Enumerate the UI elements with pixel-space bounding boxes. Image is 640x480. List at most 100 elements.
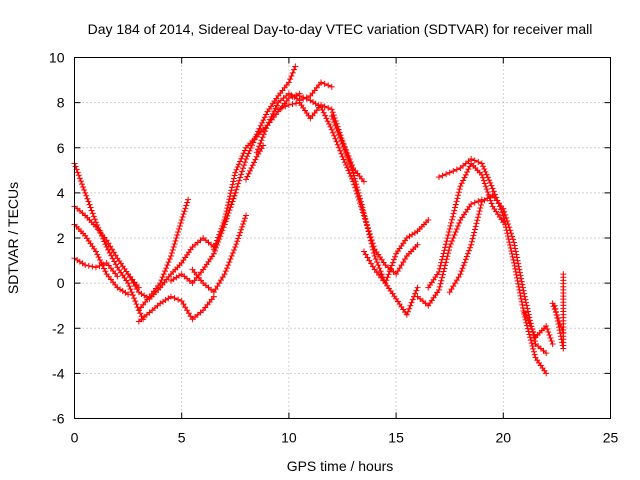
data-point	[460, 262, 467, 269]
data-point	[529, 342, 536, 349]
data-point	[359, 204, 366, 211]
data-point	[525, 308, 532, 315]
data-point	[360, 178, 367, 185]
data-point	[74, 169, 81, 176]
data-point	[504, 217, 511, 224]
data-point	[172, 238, 179, 245]
data-point	[230, 175, 237, 182]
data-point	[268, 113, 275, 120]
data-point	[177, 219, 184, 226]
data-point	[234, 183, 241, 190]
data-point	[475, 198, 482, 205]
data-point	[490, 188, 497, 195]
data-point	[335, 144, 342, 151]
data-point	[217, 228, 224, 235]
data-point	[96, 256, 103, 263]
data-point	[552, 305, 559, 312]
y-tick-label: -6	[52, 411, 65, 427]
data-point	[527, 337, 534, 344]
data-point	[225, 262, 232, 269]
data-point	[263, 111, 270, 118]
data-point	[548, 338, 555, 345]
data-point	[166, 256, 173, 263]
data-point	[519, 301, 526, 308]
data-point	[105, 240, 112, 247]
data-point	[168, 250, 175, 257]
data-point	[511, 259, 518, 266]
data-point	[462, 256, 469, 263]
data-point	[365, 228, 372, 235]
data-point	[210, 246, 217, 253]
data-point	[258, 137, 265, 144]
data-point	[125, 291, 132, 298]
data-point	[471, 229, 478, 236]
data-point	[524, 305, 531, 312]
data-point	[384, 274, 391, 281]
data-point	[464, 169, 471, 176]
data-point	[513, 271, 520, 278]
data-point	[81, 186, 88, 193]
data-point	[400, 259, 407, 266]
data-point	[319, 106, 326, 113]
data-point	[178, 298, 185, 305]
data-point	[170, 244, 177, 251]
data-point	[182, 304, 189, 311]
data-point	[343, 151, 350, 158]
x-tick-label: 15	[388, 430, 404, 446]
data-point	[253, 131, 260, 138]
data-point	[438, 259, 445, 266]
data-point	[450, 283, 457, 290]
data-point	[484, 174, 491, 181]
data-point	[125, 271, 132, 278]
data-point	[95, 254, 102, 261]
data-point	[387, 265, 394, 272]
data-point	[360, 207, 367, 214]
data-point	[405, 308, 412, 315]
data-point	[267, 116, 274, 123]
data-point	[231, 247, 238, 254]
y-tick-label: 10	[49, 50, 65, 66]
data-point	[173, 235, 180, 241]
data-point	[77, 178, 84, 185]
data-point	[385, 271, 392, 278]
data-point	[332, 135, 339, 142]
data-point	[467, 244, 474, 251]
data-point	[234, 164, 241, 171]
data-point	[328, 126, 335, 133]
data-point	[259, 134, 266, 141]
data-point	[325, 82, 332, 89]
data-point	[167, 253, 174, 260]
data-point	[350, 169, 357, 176]
data-point	[226, 193, 233, 200]
data-point	[474, 217, 481, 224]
data-point	[223, 215, 230, 222]
data-point	[559, 342, 566, 349]
data-point	[468, 241, 475, 248]
data-point	[110, 249, 117, 256]
data-point	[213, 240, 220, 247]
data-point	[345, 167, 352, 174]
data-point	[327, 123, 334, 130]
data-point	[468, 201, 475, 208]
data-point	[450, 168, 457, 175]
data-point	[452, 201, 459, 208]
data-point	[255, 128, 262, 135]
data-point	[181, 208, 188, 215]
data-point	[458, 180, 465, 187]
data-point	[440, 250, 447, 257]
data-point	[222, 218, 229, 225]
data-point	[321, 103, 328, 110]
data-point	[126, 274, 133, 281]
data-point	[471, 199, 478, 206]
data-point	[512, 245, 519, 252]
data-point	[521, 290, 528, 297]
data-point	[91, 216, 98, 223]
data-point	[239, 223, 246, 230]
data-point	[523, 302, 530, 309]
data-point	[481, 180, 488, 187]
data-point	[240, 165, 247, 172]
data-point	[215, 234, 222, 241]
data-point	[256, 143, 263, 150]
data-point	[341, 159, 348, 166]
data-point	[230, 195, 237, 202]
